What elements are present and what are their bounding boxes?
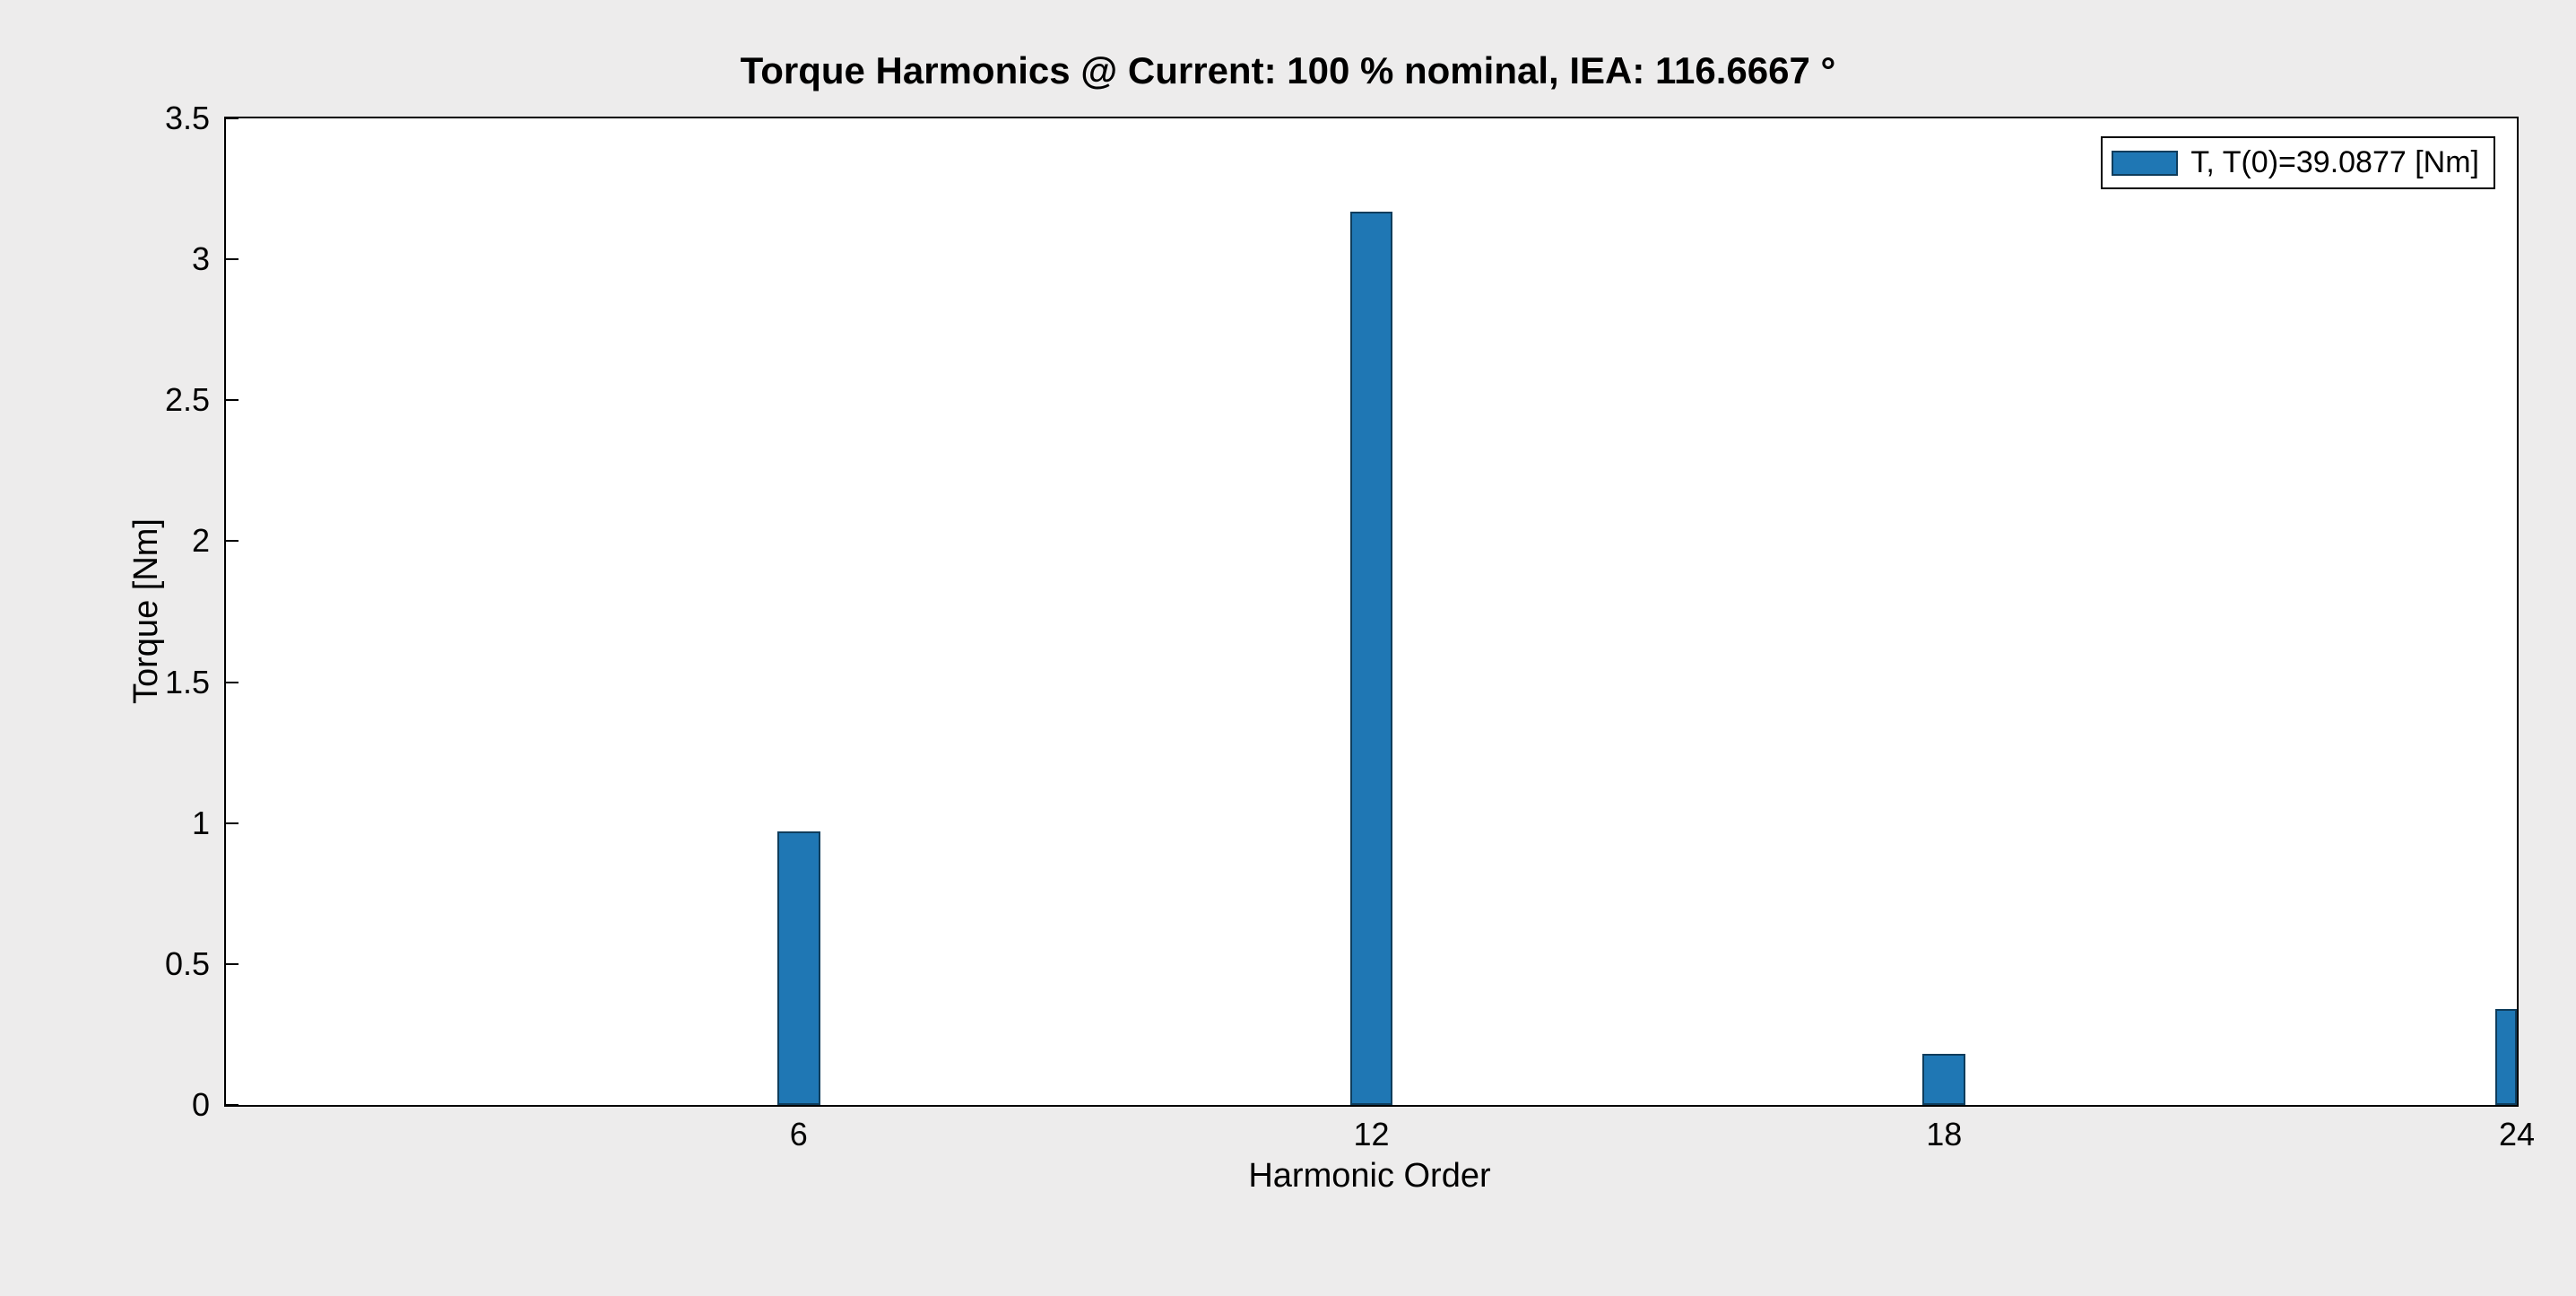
ytick-mark — [226, 258, 239, 260]
ytick-mark — [226, 540, 239, 542]
legend: T, T(0)=39.0877 [Nm] — [2101, 136, 2495, 189]
y-axis-label: Torque [Nm] — [127, 518, 166, 704]
bar — [1922, 1054, 1965, 1105]
ytick-label: 2.5 — [165, 381, 226, 419]
ytick-mark — [226, 117, 239, 119]
ytick-mark — [226, 682, 239, 683]
bar — [1350, 212, 1393, 1105]
ytick-label: 2 — [192, 522, 226, 560]
chart-title: Torque Harmonics @ Current: 100 % nomina… — [0, 49, 2576, 92]
ytick-label: 3 — [192, 240, 226, 278]
ytick-mark — [226, 1104, 239, 1106]
ytick-mark — [226, 822, 239, 824]
ytick-label: 0 — [192, 1086, 226, 1124]
ytick-label: 1.5 — [165, 664, 226, 701]
bar — [2495, 1009, 2517, 1105]
plot-area: T, T(0)=39.0877 [Nm] 00.511.522.533.5612… — [224, 117, 2519, 1107]
ytick-mark — [226, 963, 239, 965]
xtick-label: 12 — [1353, 1105, 1389, 1153]
ytick-label: 0.5 — [165, 945, 226, 983]
legend-swatch — [2112, 151, 2178, 176]
ytick-label: 3.5 — [165, 100, 226, 137]
figure-outer: Torque Harmonics @ Current: 100 % nomina… — [0, 0, 2576, 1296]
xtick-label: 24 — [2499, 1105, 2535, 1153]
ytick-label: 1 — [192, 805, 226, 842]
legend-label: T, T(0)=39.0877 [Nm] — [2190, 145, 2479, 180]
xtick-label: 6 — [790, 1105, 808, 1153]
bar — [777, 831, 820, 1105]
xtick-label: 18 — [1926, 1105, 1962, 1153]
x-axis-label: Harmonic Order — [224, 1157, 2515, 1196]
ytick-mark — [226, 399, 239, 401]
